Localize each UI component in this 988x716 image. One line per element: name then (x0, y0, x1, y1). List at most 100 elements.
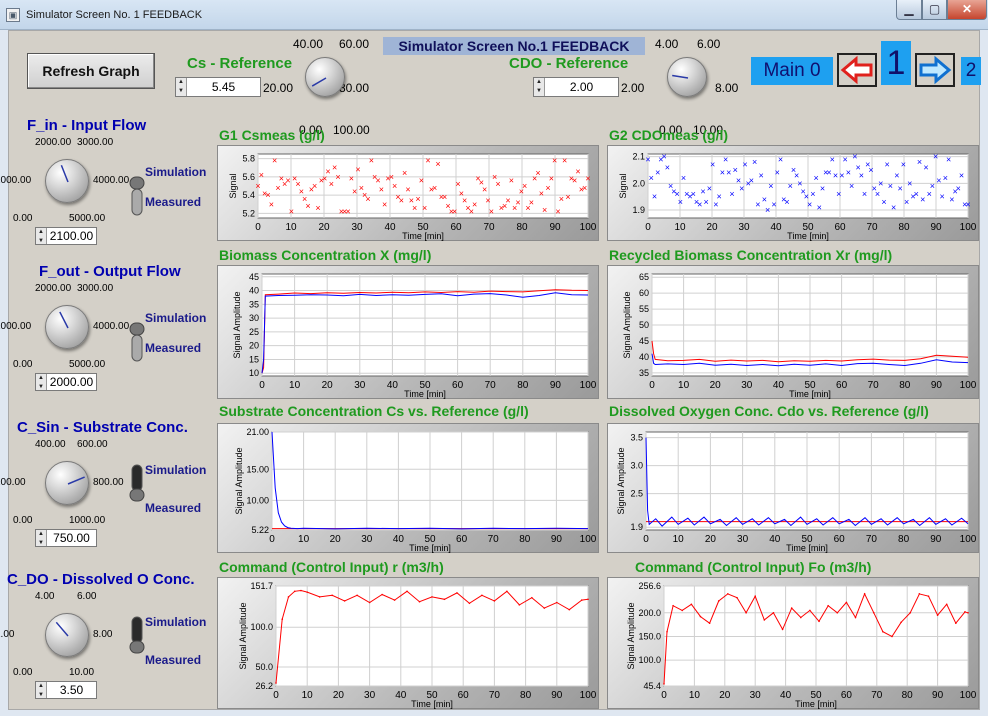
data-point: × (442, 192, 447, 202)
data-point: × (794, 170, 799, 180)
series-line (261, 289, 589, 374)
data-point: × (687, 192, 692, 202)
knob-tick: 6.00 (697, 37, 721, 51)
x-tick-label: 0 (645, 222, 651, 233)
stepper-icon[interactable]: ▲ ▼ (176, 78, 187, 96)
stepper-icon[interactable]: ▲ ▼ (36, 374, 47, 390)
x-tick-label: 20 (705, 534, 717, 545)
stepper-icon[interactable]: ▲ ▼ (36, 682, 47, 698)
control-value[interactable]: 750.00 (53, 531, 90, 545)
data-point: × (352, 186, 357, 196)
knob-dial[interactable] (45, 305, 89, 349)
data-point (518, 604, 521, 606)
data-point: × (542, 205, 547, 215)
data-point: × (943, 173, 948, 183)
data-point: × (649, 173, 654, 183)
main-screen-button[interactable]: Main 0 (751, 57, 833, 85)
control-value-input[interactable]: ▲ ▼ 750.00 (35, 529, 97, 547)
data-point: × (707, 184, 712, 194)
maximize-icon[interactable]: ▢ (922, 0, 947, 20)
data-point (293, 590, 296, 593)
stepper-icon[interactable]: ▲ ▼ (36, 228, 47, 244)
next-screen-button[interactable] (915, 53, 955, 87)
data-point: × (262, 188, 267, 198)
chart-frame: 0 10 20 30 40 50 60 70 80 90 100 26.2 50.0 100.0 151.7… (217, 577, 599, 709)
data-point: × (694, 197, 699, 207)
knob-tick: 60.00 (339, 37, 370, 51)
data-point (493, 600, 496, 602)
cs-reference-value[interactable]: 5.45 (211, 80, 236, 94)
cdo-reference-value[interactable]: 2.00 (569, 80, 594, 94)
y-tick-label: 200.0 (638, 608, 661, 618)
knob-dial[interactable] (45, 613, 89, 657)
x-tick-label: 100 (580, 690, 597, 701)
data-point: × (881, 197, 886, 207)
x-tick-label: 0 (643, 534, 649, 545)
cdo-reference-input[interactable]: ▲ ▼ 2.00 (533, 77, 619, 97)
stepper-icon[interactable]: ▲ ▼ (36, 530, 47, 546)
x-tick-label: 40 (773, 380, 785, 391)
toggle-switch[interactable] (129, 175, 145, 217)
knob-tick: 2.00 (0, 629, 15, 640)
data-point (863, 593, 866, 595)
knob-dial[interactable] (305, 57, 345, 97)
refresh-graph-button[interactable]: Refresh Graph (27, 53, 155, 89)
toggle-lever (131, 188, 143, 216)
data-point: × (302, 194, 307, 204)
knob-dial[interactable] (45, 461, 89, 505)
knob-dial[interactable] (667, 57, 707, 97)
y-tick-label: 20 (249, 341, 259, 351)
series-line (663, 592, 969, 684)
data-point: × (462, 196, 467, 206)
previous-screen-button[interactable] (837, 53, 877, 87)
cdo-reference-knob[interactable]: 4.00 6.00 2.00 8.00 0.00 10.00 (621, 37, 751, 137)
knob-dial[interactable] (45, 159, 89, 203)
x-tick-label: 40 (395, 690, 407, 701)
knob-tick: 0.00 (659, 123, 683, 137)
data-point: × (668, 181, 673, 191)
x-tick-label: 10 (302, 690, 314, 701)
control-value[interactable]: 3.50 (59, 683, 84, 697)
chart-title: Recycled Biomass Concentration Xr (mg/l) (609, 247, 893, 263)
x-tick-label: 100 (960, 690, 977, 701)
series-line (271, 431, 589, 530)
close-icon[interactable]: ✕ (947, 0, 987, 20)
chart-frame: 0 10 20 30 40 50 60 70 80 90 100 35 40 45 50 55 60 65 Time… (607, 265, 979, 399)
x-tick-label: 70 (488, 534, 500, 545)
toggle-switch[interactable] (129, 463, 145, 505)
data-point: × (362, 190, 367, 200)
cs-reference-input[interactable]: ▲ ▼ 5.45 (175, 77, 261, 97)
app-icon[interactable]: ▣ (6, 8, 20, 22)
x-tick-label: 10 (298, 534, 310, 545)
cs-reference-knob[interactable]: 40.00 60.00 20.00 80.00 0.00 100.00 (259, 37, 379, 137)
data-point (287, 596, 290, 598)
data-point: × (662, 152, 667, 162)
data-point: × (582, 183, 587, 193)
data-point: × (439, 192, 444, 202)
toggle-base (129, 322, 145, 336)
y-tick-label: 2.0 (632, 178, 645, 188)
control-value-input[interactable]: ▲ ▼ 2100.00 (35, 227, 97, 245)
data-point: × (771, 200, 776, 210)
minimize-icon[interactable]: ▁ (896, 0, 922, 20)
data-point: × (485, 196, 490, 206)
toggle-lever (131, 616, 143, 644)
data-point (809, 609, 811, 612)
data-point: × (823, 168, 828, 178)
control-value-input[interactable]: ▲ ▼ 3.50 (35, 681, 97, 699)
stepper-icon[interactable]: ▲ ▼ (534, 78, 545, 96)
control-value[interactable]: 2000.00 (49, 375, 94, 389)
control-value[interactable]: 2100.00 (49, 229, 94, 243)
toggle-switch[interactable] (129, 321, 145, 363)
chart-title: Biomass Concentration X (mg/l) (219, 247, 432, 263)
toggle-lever (131, 334, 143, 362)
control-value-input[interactable]: ▲ ▼ 2000.00 (35, 373, 97, 391)
data-point: × (868, 165, 873, 175)
y-tick-label: 60 (639, 288, 649, 298)
knob-tick: 600.00 (77, 439, 108, 450)
next-screen-number[interactable]: 2 (961, 57, 981, 85)
toggle-base (129, 488, 145, 502)
data-point: × (465, 203, 470, 213)
y-tick-label: 100.0 (638, 655, 661, 665)
toggle-switch[interactable] (129, 615, 145, 657)
